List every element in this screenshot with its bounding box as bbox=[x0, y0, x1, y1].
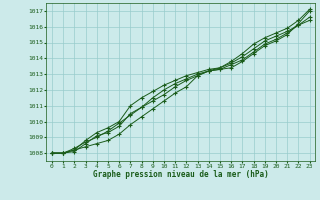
X-axis label: Graphe pression niveau de la mer (hPa): Graphe pression niveau de la mer (hPa) bbox=[93, 170, 269, 179]
